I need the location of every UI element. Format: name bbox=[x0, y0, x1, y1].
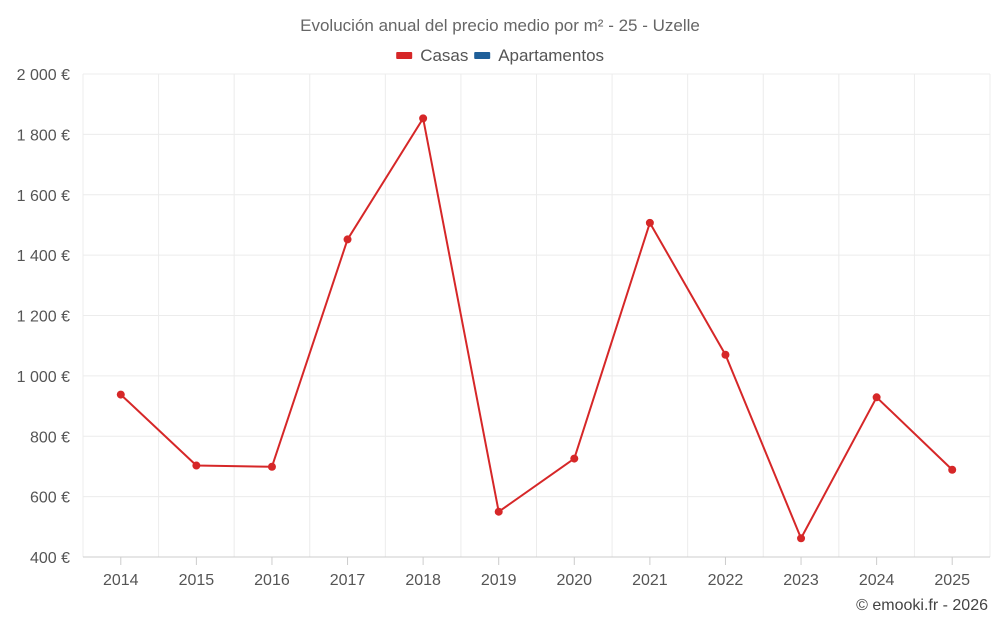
x-tick-label: 2016 bbox=[254, 572, 290, 589]
data-point bbox=[192, 461, 201, 470]
legend-swatch-apartamentos bbox=[474, 52, 491, 59]
grid-lines bbox=[82, 73, 991, 558]
y-tick-label: 400 € bbox=[30, 550, 70, 567]
x-tick-label: 2021 bbox=[632, 572, 668, 589]
x-tick-label: 2023 bbox=[783, 572, 819, 589]
data-point bbox=[948, 465, 957, 474]
data-point bbox=[570, 454, 579, 463]
x-tick-label: 2014 bbox=[103, 572, 139, 589]
series-layer bbox=[116, 114, 957, 543]
legend-label-apartamentos: Apartamentos bbox=[498, 46, 604, 65]
x-tick-label: 2025 bbox=[934, 572, 970, 589]
data-point bbox=[494, 507, 503, 516]
x-tick-label: 2018 bbox=[405, 572, 441, 589]
series-line-casas bbox=[120, 117, 953, 540]
x-tick-label: 2019 bbox=[481, 572, 517, 589]
y-tick-label: 1 400 € bbox=[17, 248, 70, 265]
legend-label-casas: Casas bbox=[420, 46, 468, 65]
x-tick-label: 2015 bbox=[179, 572, 215, 589]
y-tick-label: 600 € bbox=[30, 490, 70, 507]
data-point bbox=[343, 235, 352, 244]
y-tick-label: 2 000 € bbox=[17, 67, 70, 84]
y-tick-label: 1 000 € bbox=[17, 369, 70, 386]
chart-legend: Casas Apartamentos bbox=[396, 46, 604, 65]
data-point bbox=[721, 350, 730, 359]
data-point bbox=[797, 534, 806, 543]
chart-title: Evolución anual del precio medio por m² … bbox=[300, 16, 700, 35]
data-point bbox=[116, 390, 125, 399]
legend-swatch-casas bbox=[396, 52, 413, 59]
y-tick-label: 1 600 € bbox=[17, 188, 70, 205]
x-tick-label: 2022 bbox=[708, 572, 744, 589]
data-point bbox=[267, 462, 276, 471]
y-axis: 400 € 600 € 800 € 1 000 € 1 200 € 1 400 € 1 60… bbox=[17, 67, 70, 567]
data-point bbox=[645, 218, 654, 227]
credit-text: © emooki.fr - 2026 bbox=[856, 597, 988, 614]
y-tick-label: 1 200 € bbox=[17, 309, 70, 326]
x-tick-label: 2020 bbox=[556, 572, 592, 589]
y-tick-label: 1 800 € bbox=[17, 127, 70, 144]
data-point bbox=[419, 114, 428, 123]
x-tick-label: 2024 bbox=[859, 572, 895, 589]
data-point bbox=[872, 393, 881, 402]
x-axis: 2014 2015 2016 2017 2018 2019 2020 2021 2022 2023… bbox=[83, 556, 990, 589]
x-tick-label: 2017 bbox=[330, 572, 366, 589]
y-tick-label: 800 € bbox=[30, 429, 70, 446]
